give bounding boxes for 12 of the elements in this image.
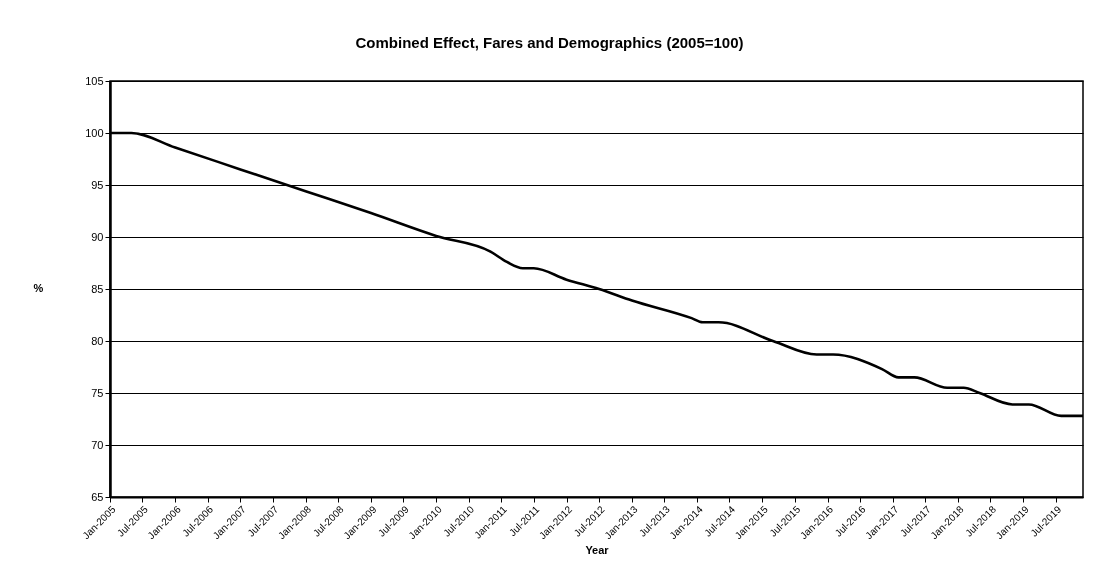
y-tick-label: 100 [85, 126, 104, 139]
y-tick-label: 105 [85, 74, 104, 87]
y-tick-label: 95 [91, 178, 104, 191]
y-tick-label: 65 [91, 490, 104, 503]
y-axis-title: % [33, 281, 44, 294]
y-tick-label: 80 [91, 334, 104, 347]
chart-title: Combined Effect, Fares and Demographics (2005=100) [355, 34, 744, 51]
x-axis-title: Year [585, 544, 610, 557]
y-tick-label: 85 [91, 282, 104, 295]
y-tick-label: 90 [91, 230, 104, 243]
y-tick-label: 75 [91, 386, 104, 399]
y-tick-label: 70 [91, 438, 104, 451]
